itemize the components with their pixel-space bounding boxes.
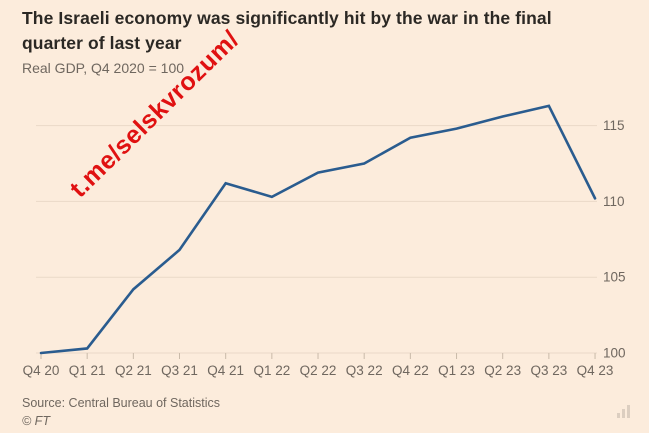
y-axis-label: 105 (603, 270, 626, 285)
ft-credit: © FT (22, 414, 50, 429)
x-axis-label: Q1 23 (438, 363, 475, 378)
corner-bars-icon (617, 404, 635, 418)
y-axis-label: 115 (603, 118, 625, 133)
x-axis-label: Q4 21 (207, 363, 244, 378)
x-axis-label: Q4 22 (392, 363, 429, 378)
y-axis-label: 110 (603, 194, 625, 209)
x-axis-label: Q4 23 (577, 363, 614, 378)
x-axis-label: Q3 22 (346, 363, 383, 378)
y-axis-label: 100 (603, 346, 626, 361)
x-axis-label: Q4 20 (23, 363, 60, 378)
x-axis-label: Q1 21 (69, 363, 106, 378)
x-axis-label: Q2 22 (300, 363, 337, 378)
chart-subtitle: Real GDP, Q4 2020 = 100 (22, 60, 185, 76)
x-axis-label: Q3 21 (161, 363, 198, 378)
x-axis-label: Q1 22 (253, 363, 290, 378)
chart-footer: Source: Central Bureau of Statistics © F… (22, 395, 220, 430)
x-axis-label: Q3 23 (530, 363, 567, 378)
chart-title: The Israeli economy was significantly hi… (22, 8, 552, 53)
x-axis-label: Q2 23 (484, 363, 521, 378)
gdp-line-series (39, 104, 597, 355)
x-axis-label: Q2 21 (115, 363, 152, 378)
source-note: Source: Central Bureau of Statistics (22, 396, 221, 410)
